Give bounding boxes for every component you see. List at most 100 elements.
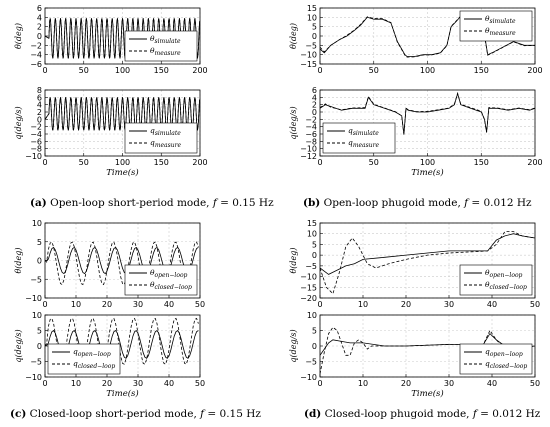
- legend-label: θopen−loop: [150, 268, 188, 279]
- legend-box: [124, 30, 198, 62]
- legend-label: θmeasure: [485, 26, 516, 37]
- tick-label-y: −15: [300, 60, 317, 69]
- legend-box: [459, 264, 533, 296]
- tick-label-y: 0: [37, 342, 42, 351]
- tick-label-y: 5: [37, 238, 42, 247]
- tick-label-x: 10: [358, 379, 368, 388]
- tick-label-y: 15: [307, 4, 317, 13]
- legend-box: [47, 343, 121, 375]
- caption-c: (c) Closed-loop short-period mode, f = 0…: [10, 408, 261, 420]
- series-line-1: [320, 14, 535, 58]
- tick-label-x: 0: [42, 379, 47, 388]
- tick-label-x: 150: [154, 158, 169, 167]
- tick-label-x: 20: [401, 379, 411, 388]
- tick-label-x: 40: [487, 300, 497, 309]
- tick-label-y: −8: [305, 137, 317, 146]
- caption-a: (a) Open-loop short-period mode, f = 0.1…: [30, 197, 274, 209]
- tick-label-x: 30: [444, 300, 454, 309]
- tick-label-y: 10: [307, 311, 317, 320]
- tick-label-x: 0: [42, 300, 47, 309]
- tick-label-y: 0: [312, 108, 317, 117]
- tick-label-y: −10: [25, 152, 42, 161]
- tick-label-x: 20: [102, 379, 112, 388]
- series-line-1: [45, 18, 200, 59]
- tick-label-x: 50: [369, 158, 379, 167]
- tick-label-x: 20: [102, 300, 112, 309]
- tick-label-y: −5: [30, 275, 42, 284]
- x-axis-label: Time(s): [106, 167, 138, 178]
- tick-label-x: 30: [133, 379, 143, 388]
- tick-label-y: 8: [37, 86, 42, 95]
- tick-label-x: 100: [115, 158, 130, 167]
- y-axis-label: θ(deg): [14, 23, 23, 49]
- tick-label-x: 200: [192, 66, 207, 75]
- tick-label-x: 0: [317, 379, 322, 388]
- y-axis-label: q(deg/s): [289, 106, 298, 139]
- tick-label-x: 100: [420, 66, 435, 75]
- legend-box: [322, 122, 396, 154]
- tick-label-x: 100: [420, 158, 435, 167]
- tick-label-x: 40: [164, 379, 174, 388]
- tick-label-x: 0: [42, 158, 47, 167]
- legend-label: qclosed−loop: [73, 359, 115, 370]
- tick-label-y: 4: [312, 93, 317, 102]
- tick-label-y: −10: [300, 145, 317, 154]
- tick-label-x: 30: [133, 300, 143, 309]
- tick-label-x: 0: [317, 300, 322, 309]
- legend-label: qmeasure: [348, 138, 379, 149]
- tick-label-x: 150: [474, 66, 489, 75]
- chart-c_bot: −10 −5 0 5 10 0 10 20 30 40 50 q(deg/s) Time(s) qopen…: [14, 311, 205, 399]
- tick-label-y: 6: [312, 86, 317, 95]
- legend-label: θopen−loop: [485, 268, 523, 279]
- tick-label-x: 200: [527, 158, 542, 167]
- tick-label-x: 200: [192, 158, 207, 167]
- tick-label-x: 20: [401, 300, 411, 309]
- tick-label-y: 4: [37, 13, 42, 22]
- tick-label-x: 50: [195, 379, 205, 388]
- legend-label: qmeasure: [150, 138, 181, 149]
- tick-label-y: 4: [37, 101, 42, 110]
- tick-label-y: 15: [307, 219, 317, 228]
- y-axis-label: q(deg/s): [14, 329, 23, 362]
- y-axis-label: θ(deg): [289, 247, 298, 273]
- tick-label-x: 0: [317, 158, 322, 167]
- plot-frame: [44, 314, 201, 378]
- y-axis-label: q(deg/s): [14, 106, 23, 139]
- x-axis-label: Time(s): [411, 388, 443, 399]
- tick-label-y: −4: [305, 123, 317, 132]
- legend-box: [459, 10, 533, 42]
- y-axis-label: θ(deg): [289, 23, 298, 49]
- tick-label-x: 50: [530, 379, 540, 388]
- legend-label: θclosed−loop: [150, 280, 192, 291]
- tick-label-x: 100: [115, 66, 130, 75]
- tick-label-y: −10: [300, 373, 317, 382]
- legend-label: qopen−loop: [485, 347, 523, 358]
- tick-label-y: 2: [37, 108, 42, 117]
- tick-label-y: −10: [300, 51, 317, 60]
- series-line-1: [45, 317, 199, 365]
- y-axis-label: θ(deg): [14, 247, 23, 273]
- tick-label-x: 50: [195, 300, 205, 309]
- tick-label-y: −5: [305, 41, 317, 50]
- legend-label: θsimulate: [150, 34, 181, 45]
- tick-label-y: −6: [30, 60, 42, 69]
- x-axis-label: Time(s): [411, 167, 443, 178]
- legend-box: [124, 122, 198, 154]
- legend-label: qclosed−loop: [485, 359, 527, 370]
- tick-label-y: 5: [312, 327, 317, 336]
- tick-label-y: 2: [312, 101, 317, 110]
- plot-frame: [44, 7, 201, 65]
- tick-label-y: −5: [305, 262, 317, 271]
- tick-label-y: −10: [25, 294, 42, 303]
- series-line-1: [320, 326, 535, 374]
- tick-label-x: 40: [164, 300, 174, 309]
- series-line-0: [320, 233, 535, 275]
- tick-label-x: 10: [71, 300, 81, 309]
- tick-label-y: 0: [312, 342, 317, 351]
